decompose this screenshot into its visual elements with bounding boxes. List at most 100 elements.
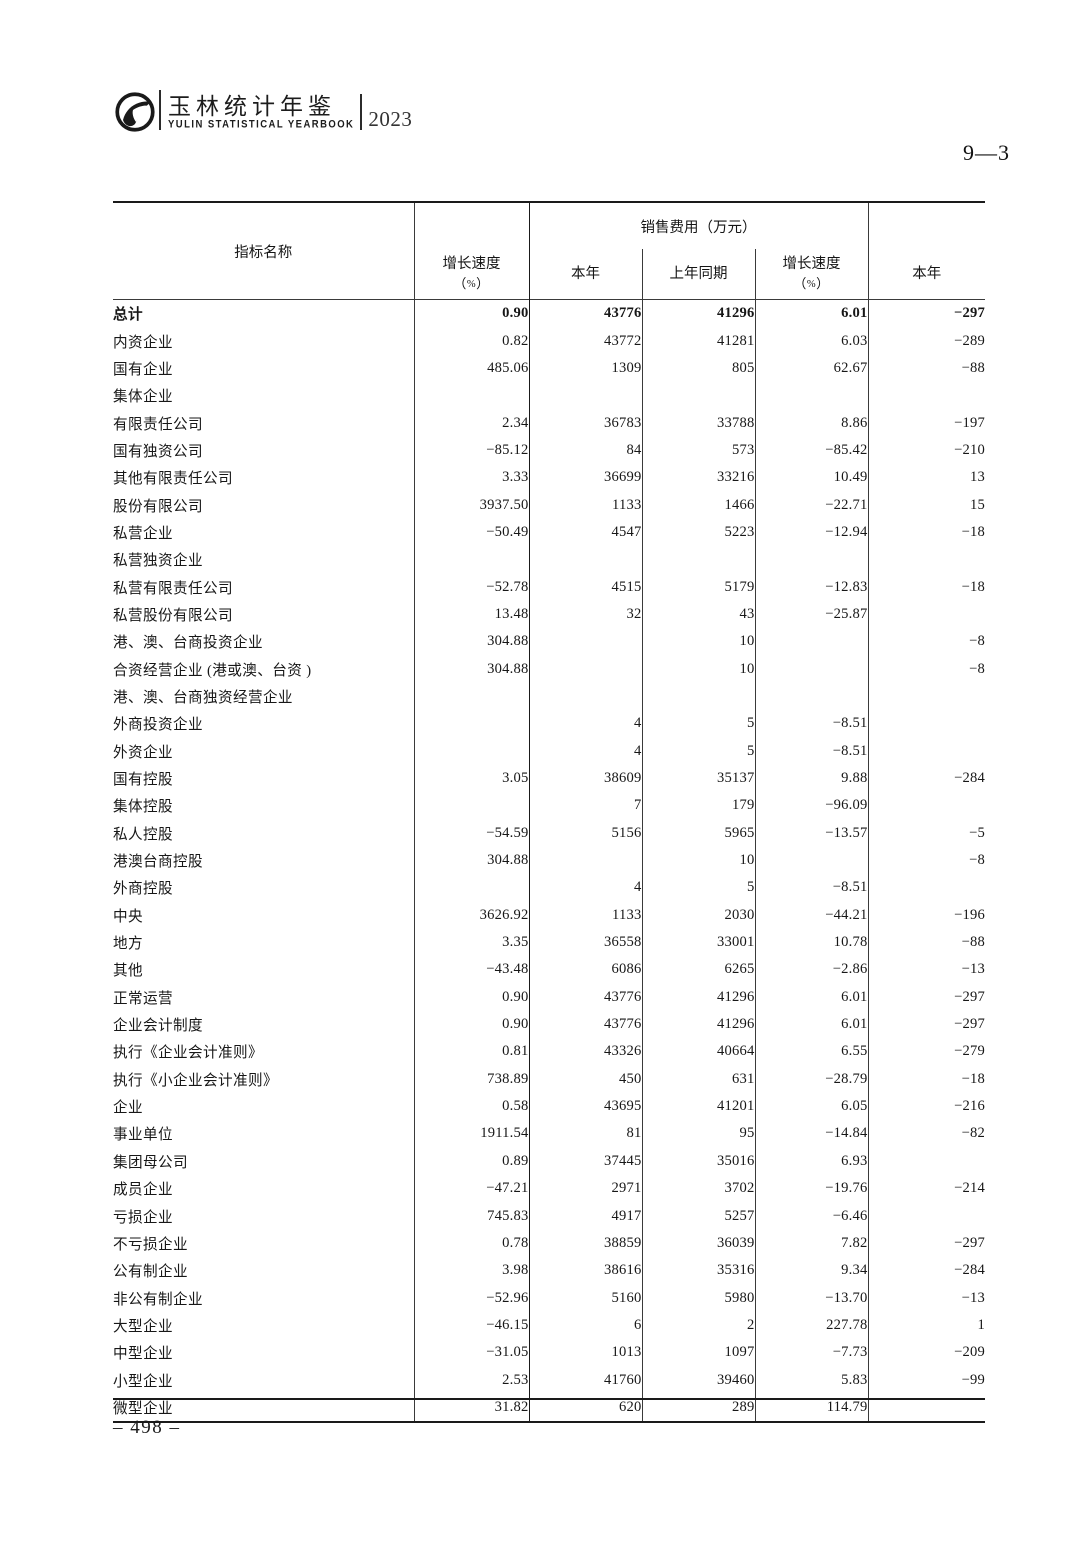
row-label: 国有独资公司 xyxy=(113,443,203,460)
cell-growth-rate-1: 304.88 xyxy=(413,628,529,656)
cell-growth-rate-1: 0.89 xyxy=(413,1147,529,1175)
header-group-sales-expense: 销售费用（万元） xyxy=(528,201,868,249)
row-label: 地方 xyxy=(113,936,143,953)
header-growth-rate-1-unit: （%） xyxy=(453,275,490,291)
table-row: 合资经营企业 (港或澳、台资 ) 304.88 10 −8 xyxy=(113,655,985,683)
cell-growth-rate-1: −46.15 xyxy=(413,1311,529,1340)
cell-prev-period xyxy=(641,382,755,410)
cell-current-year: 1309 xyxy=(528,354,642,383)
cell-growth-rate-2 xyxy=(754,846,868,875)
yulin-emblem-icon xyxy=(113,90,155,132)
table-row: 国有企业 485.06 1309 805 62.67 −88 xyxy=(113,354,985,383)
cell-prev-period: 43 xyxy=(641,600,755,629)
cell-prev-period: 2 xyxy=(641,1311,755,1340)
header-spacer-last xyxy=(867,201,985,249)
cell-growth-rate-2: 62.67 xyxy=(754,354,868,383)
row-label: 亏损企业 xyxy=(113,1209,173,1226)
cell-prev-period xyxy=(641,546,755,574)
cell-growth-rate-1: −43.48 xyxy=(413,956,529,984)
cell-growth-rate-1: 0.90 xyxy=(413,1010,529,1039)
cell-growth-rate-2: 5.83 xyxy=(754,1366,868,1394)
cell-last-current-year: 13 xyxy=(867,464,985,492)
cell-last-current-year: −99 xyxy=(867,1366,985,1394)
cell-growth-rate-1: 485.06 xyxy=(413,354,529,383)
cell-current-year: 6086 xyxy=(528,956,642,984)
cell-growth-rate-2 xyxy=(754,546,868,574)
masthead: 玉林统计年鉴 YULIN STATISTICAL YEARBOOK 2023 xyxy=(113,78,412,132)
cell-growth-rate-2: −2.86 xyxy=(754,956,868,984)
cell-growth-rate-2: 9.88 xyxy=(754,764,868,793)
row-label: 成员企业 xyxy=(113,1182,173,1199)
cell-last-current-year: −214 xyxy=(867,1175,985,1203)
row-label: 集体企业 xyxy=(113,389,173,406)
cell-growth-rate-2: −28.79 xyxy=(754,1065,868,1093)
cell-growth-rate-1: 0.78 xyxy=(413,1229,529,1258)
cell-prev-period: 35137 xyxy=(641,764,755,793)
cell-growth-rate-1: −47.21 xyxy=(413,1175,529,1203)
cell-last-current-year: −284 xyxy=(867,764,985,793)
cell-prev-period: 41201 xyxy=(641,1092,755,1121)
cell-growth-rate-2: −13.70 xyxy=(754,1284,868,1312)
cell-current-year: 450 xyxy=(528,1065,642,1093)
cell-growth-rate-1: 304.88 xyxy=(413,655,529,683)
row-label: 私人控股 xyxy=(113,826,173,843)
cell-growth-rate-1: 0.58 xyxy=(413,1092,529,1121)
table-row: 亏损企业 745.83 4917 5257 −6.46 xyxy=(113,1202,985,1230)
table-row: 内资企业 0.82 43772 41281 6.03 −289 xyxy=(113,327,985,355)
cell-current-year: 43776 xyxy=(528,299,642,328)
cell-current-year: 1133 xyxy=(528,901,642,929)
cell-last-current-year xyxy=(867,1147,985,1175)
masthead-title-block: 玉林统计年鉴 YULIN STATISTICAL YEARBOOK xyxy=(168,94,354,132)
cell-current-year: 4917 xyxy=(528,1202,642,1230)
cell-growth-rate-1: 3.35 xyxy=(413,928,529,957)
table-row: 小型企业 2.53 41760 39460 5.83 −99 xyxy=(113,1366,985,1394)
cell-prev-period: 5 xyxy=(641,874,755,902)
cell-current-year: 4515 xyxy=(528,573,642,601)
cell-growth-rate-1: 3.05 xyxy=(413,764,529,793)
cell-growth-rate-2: 6.01 xyxy=(754,299,868,328)
cell-last-current-year: −18 xyxy=(867,573,985,601)
cell-growth-rate-1: 0.90 xyxy=(413,299,529,328)
row-label: 国有控股 xyxy=(113,772,173,789)
cell-prev-period: 631 xyxy=(641,1065,755,1093)
cell-last-current-year: −279 xyxy=(867,1038,985,1066)
table-row: 其他 −43.48 6086 6265 −2.86 −13 xyxy=(113,956,985,984)
cell-last-current-year: −13 xyxy=(867,1284,985,1312)
header-spacer-growth xyxy=(413,201,529,249)
cell-growth-rate-1: −52.96 xyxy=(413,1284,529,1312)
cell-growth-rate-2: −8.51 xyxy=(754,874,868,902)
cell-growth-rate-2: −8.51 xyxy=(754,710,868,738)
cell-prev-period: 5257 xyxy=(641,1202,755,1230)
cell-growth-rate-1: −50.49 xyxy=(413,518,529,547)
cell-last-current-year xyxy=(867,1202,985,1230)
table-row: 集体控股 7 179 −96.09 xyxy=(113,792,985,820)
statistics-table-wrap: 指标名称 销售费用（万元） 增长速度 （%） 本年 上年同期 增长速度 （%） … xyxy=(113,201,985,1424)
table-row: 股份有限公司 3937.50 1133 1466 −22.71 15 xyxy=(113,491,985,519)
table-row: 外资企业 4 5 −8.51 xyxy=(113,737,985,765)
masthead-divider xyxy=(159,90,161,130)
table-row: 地方 3.35 36558 33001 10.78 −88 xyxy=(113,928,985,957)
statistics-table: 指标名称 销售费用（万元） 增长速度 （%） 本年 上年同期 增长速度 （%） … xyxy=(113,201,985,1424)
row-label: 私营独资企业 xyxy=(113,553,203,570)
cell-last-current-year: −297 xyxy=(867,1229,985,1258)
header-prev-same-period: 上年同期 xyxy=(641,249,755,300)
cell-growth-rate-2: 10.78 xyxy=(754,928,868,957)
footer-rule xyxy=(113,1398,985,1400)
cell-growth-rate-2: −44.21 xyxy=(754,901,868,929)
yearbook-title-cn: 玉林统计年鉴 xyxy=(168,94,336,119)
table-row: 中央 3626.92 1133 2030 −44.21 −196 xyxy=(113,901,985,929)
row-label: 集团母公司 xyxy=(113,1154,188,1171)
cell-current-year: 36783 xyxy=(528,409,642,437)
cell-prev-period: 95 xyxy=(641,1120,755,1148)
row-label: 私营股份有限公司 xyxy=(113,607,233,624)
masthead-divider-2 xyxy=(360,94,363,130)
table-row: 港、澳、台商投资企业 304.88 10 −8 xyxy=(113,628,985,656)
cell-prev-period: 41296 xyxy=(641,299,755,328)
cell-last-current-year xyxy=(867,874,985,902)
cell-growth-rate-1: 2.34 xyxy=(413,409,529,437)
cell-growth-rate-2: 6.01 xyxy=(754,983,868,1011)
table-row: 大型企业 −46.15 6 2 227.78 1 xyxy=(113,1311,985,1340)
cell-last-current-year xyxy=(867,600,985,629)
cell-growth-rate-2: −14.84 xyxy=(754,1120,868,1148)
row-label: 公有制企业 xyxy=(113,1264,188,1281)
